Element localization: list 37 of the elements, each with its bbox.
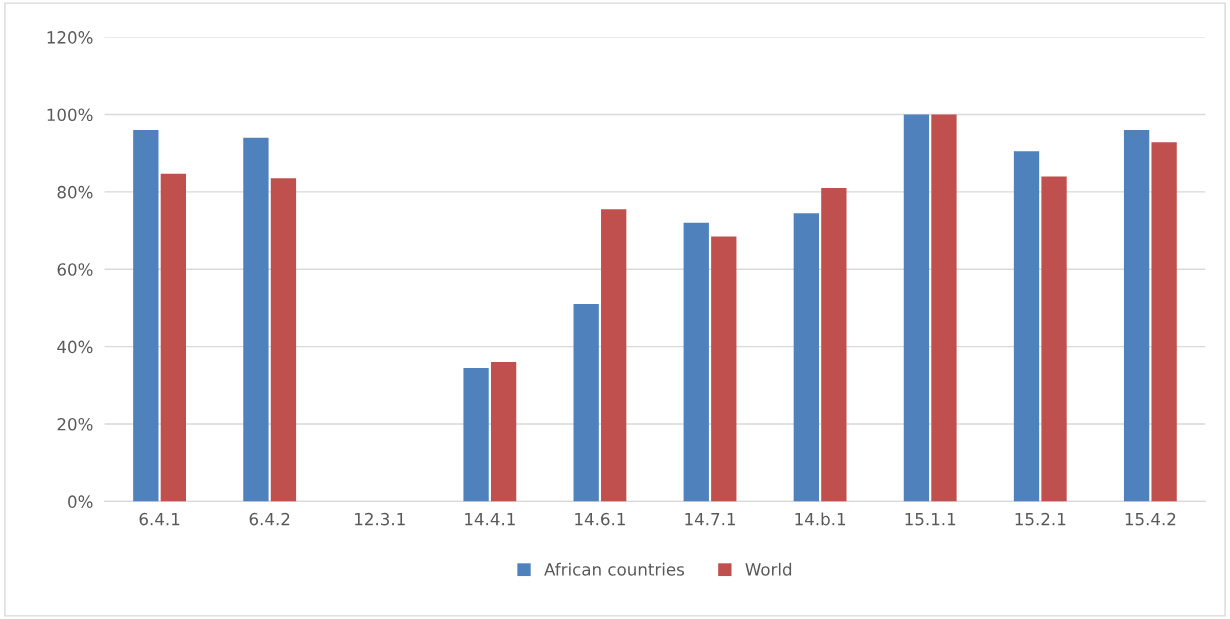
x-tick-label: 15.4.2 (1125, 512, 1176, 526)
bar (270, 178, 297, 502)
bar (683, 222, 709, 502)
bar (1013, 151, 1040, 502)
y-tick-label: 20% (57, 417, 93, 431)
y-tick-label: 0% (68, 495, 93, 508)
bar (160, 173, 187, 502)
y-tick-label: 100% (47, 108, 93, 122)
bar (793, 213, 819, 502)
bar (821, 188, 847, 502)
bar (490, 362, 517, 502)
bar (711, 236, 737, 502)
y-tick-label: 60% (57, 263, 93, 276)
x-tick-label: 6.4.2 (249, 512, 290, 526)
bar (573, 304, 599, 502)
x-tick-label: 14.b.1 (795, 512, 846, 526)
bar (931, 114, 957, 502)
bar (1123, 129, 1150, 502)
bar (903, 114, 930, 502)
bar (133, 129, 159, 502)
x-tick-label: 12.3.1 (355, 512, 405, 526)
y-tick-label: 80% (57, 185, 93, 199)
bar (243, 137, 269, 502)
bar (1041, 176, 1067, 502)
x-tick-label: 15.1.1 (905, 513, 956, 526)
x-tick-label: 14.6.1 (575, 512, 625, 526)
x-tick-label: 14.4.1 (465, 513, 515, 526)
legend-label: African countries (544, 562, 685, 576)
y-tick-label: 120% (47, 31, 93, 44)
bar (1151, 142, 1177, 502)
x-tick-label: 6.4.1 (139, 512, 180, 526)
legend-label: World (745, 562, 792, 576)
y-tick-label: 40% (57, 340, 93, 354)
x-tick-label: 14.7.1 (685, 513, 735, 526)
x-tick-label: 15.2.1 (1015, 512, 1066, 526)
bar (463, 367, 489, 502)
bar (601, 209, 627, 502)
